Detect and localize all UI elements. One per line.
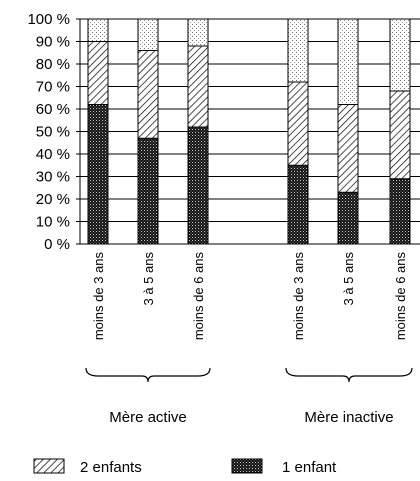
legend-swatch <box>232 459 262 473</box>
bar-segment-1-enfant <box>390 179 410 244</box>
bar-segment-2-enfants <box>188 46 208 127</box>
x-tick-label: moins de 6 ans <box>393 252 408 341</box>
y-tick-label: 70 % <box>36 79 70 96</box>
bar-segment-2-enfants <box>338 105 358 193</box>
y-tick-label: 60 % <box>36 101 70 118</box>
bar-segment-other <box>288 19 308 82</box>
bar-segment-1-enfant <box>338 192 358 244</box>
x-tick-label: 3 à 5 ans <box>341 252 356 306</box>
group-label: Mère active <box>109 409 187 426</box>
group-label: Mère inactive <box>304 409 393 426</box>
y-axis: 0 % 10 % 20 % 30 % 40 % 50 % 60 % 70 % 80 % 90 % 1… <box>27 11 80 253</box>
bar-segment-1-enfant <box>138 138 158 244</box>
group-brace <box>286 368 412 382</box>
gridlines <box>80 19 420 244</box>
bar-segment-1-enfant <box>188 127 208 244</box>
x-axis-labels: moins de 3 ans 3 à 5 ans moins de 6 ans moi… <box>91 252 408 341</box>
bar-segment-1-enfant <box>88 105 108 245</box>
bar-segment-2-enfants <box>138 51 158 139</box>
bar-segment-2-enfants <box>288 82 308 165</box>
y-tick-label: 50 % <box>36 124 70 141</box>
bar-segment-other <box>390 19 410 91</box>
y-tick-label: 80 % <box>36 56 70 73</box>
legend: 2 enfants 1 enfant <box>34 459 337 476</box>
y-tick-label: 40 % <box>36 146 70 163</box>
bar-segment-1-enfant <box>288 165 308 244</box>
bar-segment-other <box>138 19 158 51</box>
legend-swatch <box>34 459 64 473</box>
bar-segment-2-enfants <box>88 42 108 105</box>
bar-segment-other <box>88 19 108 42</box>
legend-label: 2 enfants <box>80 459 142 476</box>
bar-segment-2-enfants <box>390 91 410 179</box>
y-tick-label: 30 % <box>36 169 70 186</box>
legend-label: 1 enfant <box>282 459 337 476</box>
y-tick-label: 10 % <box>36 214 70 231</box>
y-tick-label: 20 % <box>36 191 70 208</box>
y-tick-label: 100 % <box>27 11 70 28</box>
y-tick-label: 0 % <box>44 236 70 253</box>
bar-segment-other <box>188 19 208 46</box>
group-brace <box>86 368 210 382</box>
y-tick-label: 90 % <box>36 34 70 51</box>
group-labels: Mère active Mère inactive <box>86 368 412 426</box>
x-tick-label: moins de 3 ans <box>291 252 306 341</box>
x-tick-label: 3 à 5 ans <box>141 252 156 306</box>
x-tick-label: moins de 3 ans <box>91 252 106 341</box>
bar-segment-other <box>338 19 358 105</box>
x-tick-label: moins de 6 ans <box>191 252 206 341</box>
